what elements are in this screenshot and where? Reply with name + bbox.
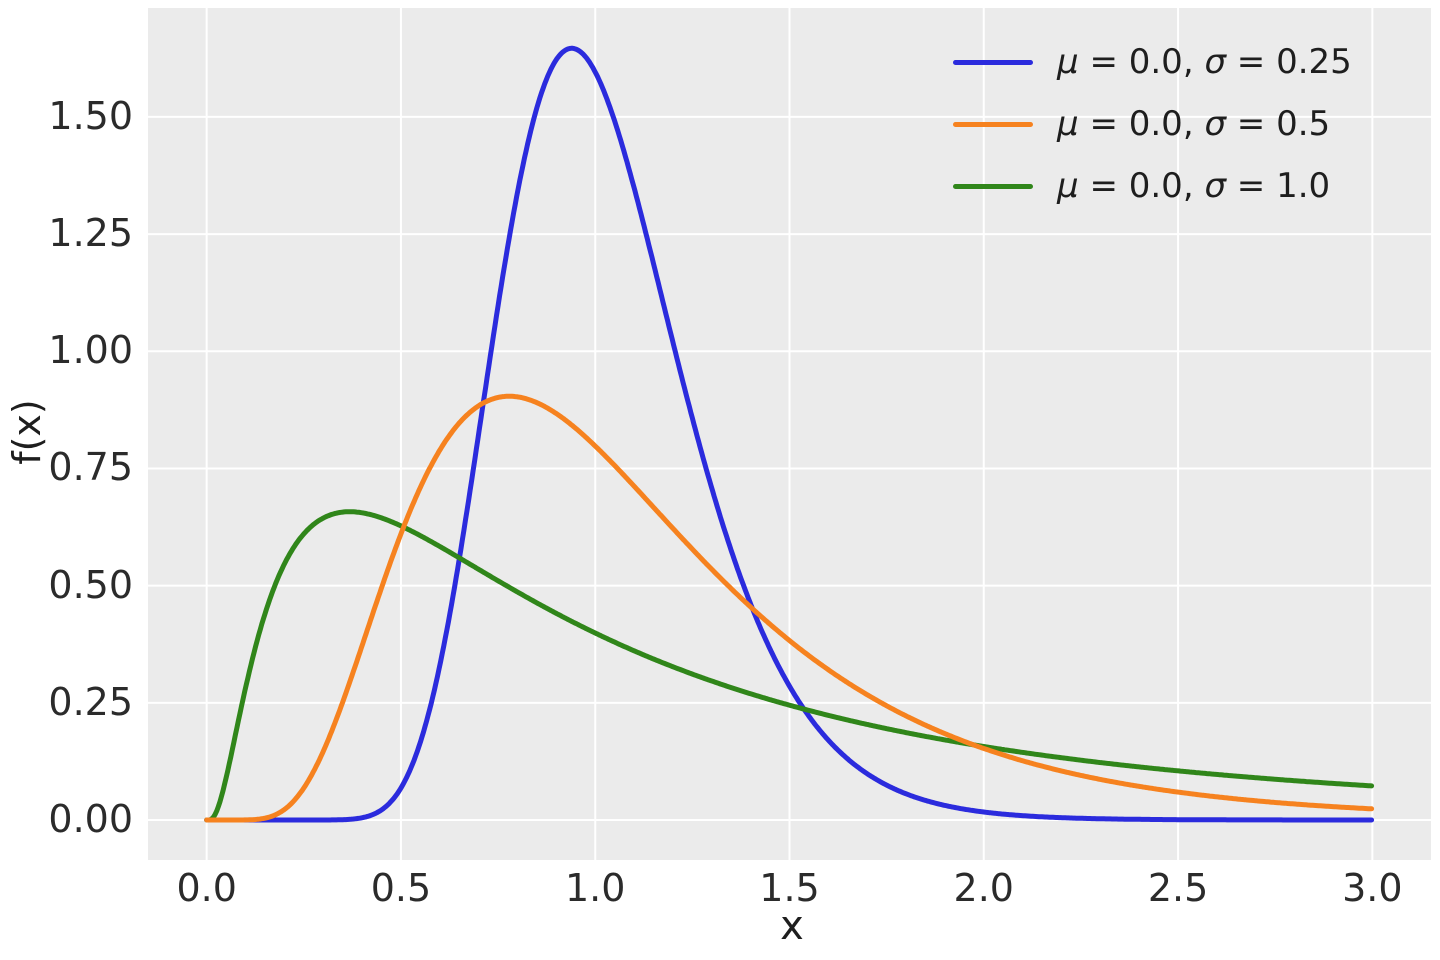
y-tick-label: 1.50	[48, 94, 133, 139]
legend-line-swatch	[953, 59, 1033, 65]
curve-series-2	[204, 509, 1375, 823]
legend-item-sigma-025: μ = 0.0, σ = 0.25	[953, 31, 1352, 93]
y-tick-label: 0.00	[48, 797, 133, 842]
legend: μ = 0.0, σ = 0.25 μ = 0.0, σ = 0.5 μ = 0…	[953, 31, 1352, 217]
curve-series-1	[204, 393, 1375, 823]
x-tick-label: 2.0	[953, 866, 1014, 910]
curve-series-0	[204, 45, 1375, 823]
legend-label: μ = 0.0, σ = 0.25	[1057, 42, 1352, 82]
x-axis-label: x	[780, 903, 804, 949]
legend-label: μ = 0.0, σ = 0.5	[1057, 104, 1331, 144]
y-tick-label: 1.25	[48, 211, 133, 256]
legend-label: μ = 0.0, σ = 1.0	[1057, 166, 1331, 206]
legend-line-swatch	[953, 121, 1033, 127]
legend-item-sigma-05: μ = 0.0, σ = 0.5	[953, 93, 1352, 155]
x-tick-label: 1.0	[565, 866, 626, 910]
x-tick-label: 0.0	[176, 866, 237, 910]
y-tick-label: 0.25	[48, 679, 133, 724]
x-tick-label: 0.5	[370, 866, 432, 910]
y-tick-label: 0.50	[48, 562, 133, 607]
x-tick-label: 3.0	[1342, 866, 1403, 910]
x-tick-label: 1.5	[759, 866, 820, 910]
legend-line-swatch	[953, 183, 1033, 189]
legend-item-sigma-10: μ = 0.0, σ = 1.0	[953, 155, 1352, 217]
y-tick-label: 1.00	[48, 328, 133, 373]
y-tick-label: 0.75	[48, 445, 133, 490]
x-tick-label: 2.5	[1147, 866, 1209, 910]
y-axis-label: f(x)	[5, 399, 49, 465]
